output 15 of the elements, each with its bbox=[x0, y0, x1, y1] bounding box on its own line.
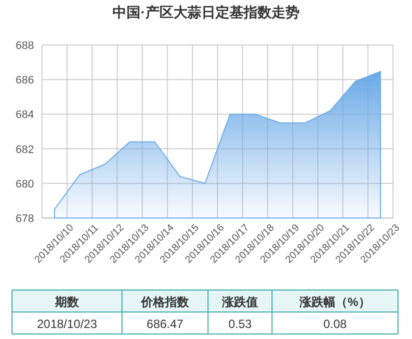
y-tick-label: 682 bbox=[16, 144, 34, 156]
text: 涨跌值 bbox=[221, 295, 258, 309]
y-tick-label: 680 bbox=[16, 178, 34, 190]
text: 0.08 bbox=[323, 317, 347, 331]
text: 686.47 bbox=[146, 317, 184, 331]
text: 0.53 bbox=[228, 317, 252, 331]
y-tick-label: 686 bbox=[16, 74, 34, 87]
chart-title: 中国·产区大蒜日定基指数走势 bbox=[112, 4, 300, 20]
text: 2018/10/23 bbox=[36, 317, 98, 331]
y-tick-label: 684 bbox=[16, 109, 34, 122]
text: 涨跌幅（%） bbox=[298, 295, 370, 309]
text: 期数 bbox=[54, 295, 80, 309]
y-tick-label: 678 bbox=[16, 213, 34, 225]
y-tick-label: 688 bbox=[16, 40, 34, 52]
text: 价格指数 bbox=[140, 295, 190, 309]
